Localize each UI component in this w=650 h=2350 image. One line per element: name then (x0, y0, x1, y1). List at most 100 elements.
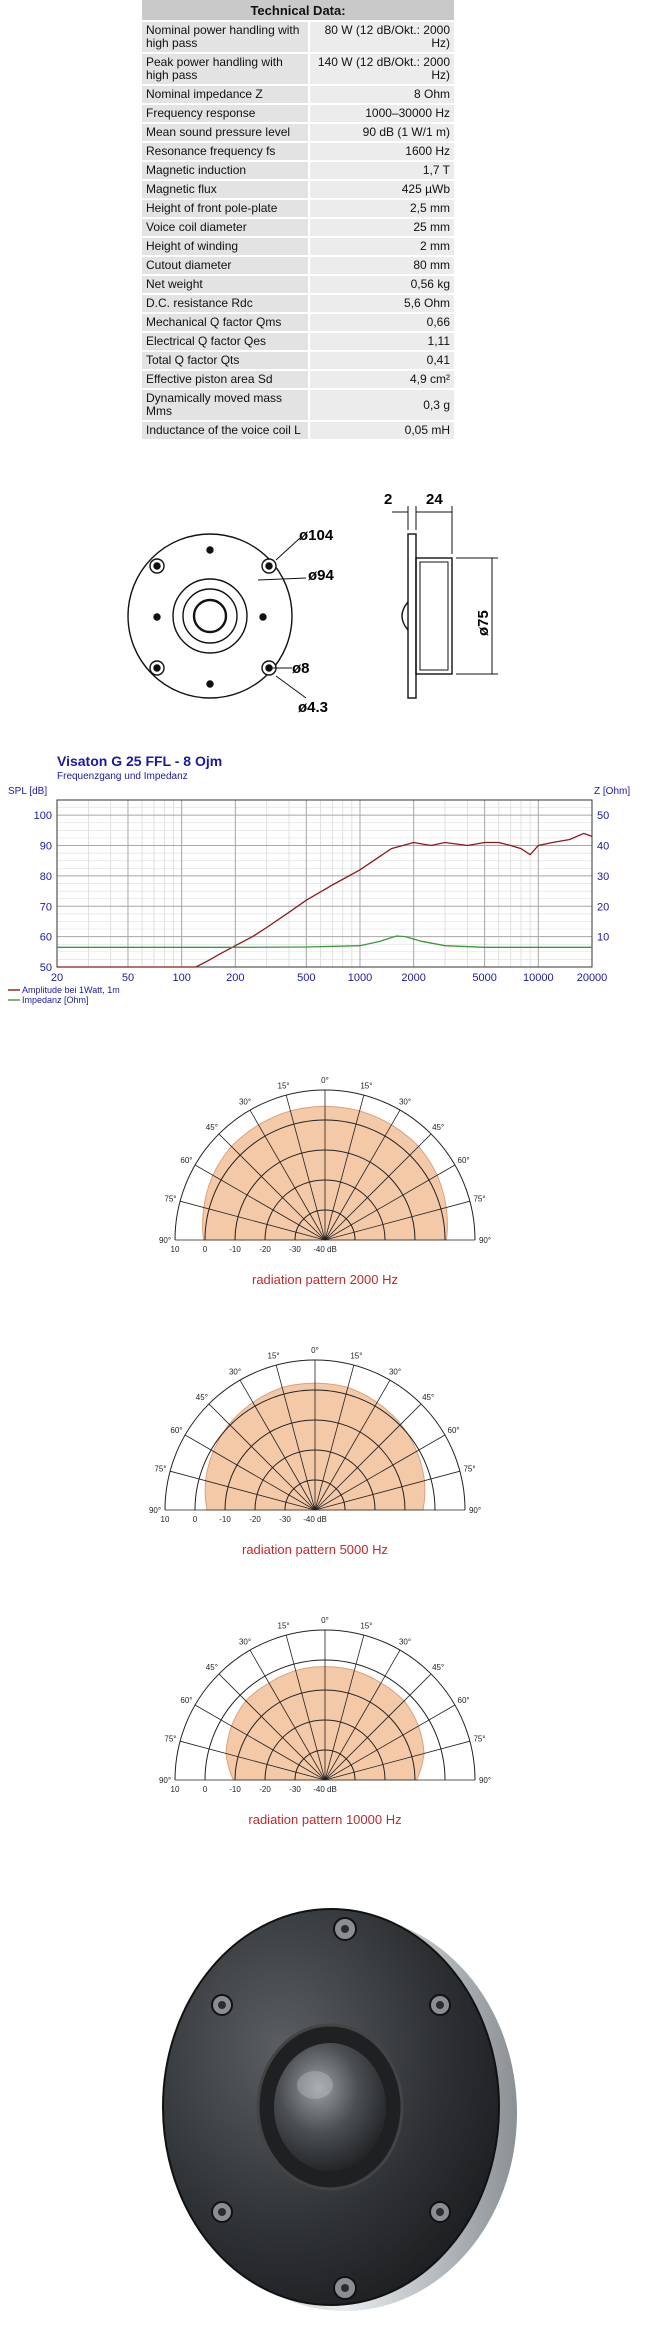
y2-tick-label: 10 (597, 932, 609, 944)
polar-plot-2000: 0°15° 15°30° 30°45° 45°60° 60°75° 75°90° 90°10… (159, 1076, 491, 1254)
spec-row: Mean sound pressure level 90 dB (1 W/1 m) (142, 122, 454, 141)
polar-spoke (324, 1635, 365, 1781)
polar-plot-5000: 0°15° 15°30° 30°45° 45°60° 60°75° 75°90° 90°10… (149, 1346, 481, 1524)
angle-label: 45° (422, 1393, 434, 1402)
dome (192, 598, 228, 634)
polar-spoke (324, 1164, 456, 1241)
spec-label: Peak power handling with high pass (142, 52, 310, 84)
db-label: -40 dB (303, 1515, 327, 1524)
series-line-0 (57, 832, 593, 968)
chart-subtitle: Frequenzgang und Impedanz (57, 771, 188, 782)
spec-label: Net weight (142, 274, 310, 293)
spec-value: 1,11 (310, 331, 454, 350)
spec-value: 90 dB (1 W/1 m) (310, 122, 454, 141)
spec-row: Net weight 0,56 kg (142, 274, 454, 293)
angle-label: 45° (206, 1123, 218, 1132)
spec-value: 0,05 mH (310, 420, 454, 439)
polar-caption-5000: radiation pattern 5000 Hz (242, 1542, 388, 1557)
spec-label: Inductance of the voice coil L (142, 420, 310, 439)
screw-hole (206, 680, 214, 688)
angle-label: 45° (432, 1663, 444, 1672)
db-label: -20 (249, 1515, 261, 1524)
db-label: 10 (161, 1515, 170, 1524)
spec-label: Resonance frequency fs (142, 141, 310, 160)
polar-plot-10000: 0°15° 15°30° 30°45° 45°60° 60°75° 75°90° 90°10… (159, 1616, 491, 1794)
spec-value: 5,6 Ohm (310, 293, 454, 312)
polar-spoke (208, 1403, 316, 1511)
frequency-response-chart: Visaton G 25 FFL - 8 Ojm Frequenzgang und… (8, 753, 630, 1005)
y-tick-label: 60 (40, 932, 52, 944)
screw-hole (259, 613, 267, 621)
spec-label: Cutout diameter (142, 255, 310, 274)
dim-8: ø8 (292, 660, 310, 677)
spec-table: Technical Data: Nominal power handling w… (142, 0, 454, 439)
polar-spoke (324, 1133, 432, 1241)
spec-row: Height of winding 2 mm (142, 236, 454, 255)
dim-75: ø75 (475, 610, 492, 636)
polar-spoke (275, 1365, 316, 1511)
dim-2: 2 (384, 491, 392, 508)
db-label: 10 (171, 1245, 180, 1254)
y-tick-label: 80 (40, 871, 52, 883)
angle-label: 60° (458, 1696, 470, 1705)
y2-tick-label: 20 (597, 901, 609, 913)
spec-label: Magnetic flux (142, 179, 310, 198)
spec-value: 425 µWb (310, 179, 454, 198)
spec-row: D.C. resistance Rdc 5,6 Ohm (142, 293, 454, 312)
dim-4-3: ø4.3 (298, 699, 328, 716)
spec-value: 1600 Hz (310, 141, 454, 160)
x-tick-label: 500 (297, 972, 315, 984)
spec-value: 80 mm (310, 255, 454, 274)
angle-label: 45° (432, 1123, 444, 1132)
spec-label: Dynamically moved mass Mms (142, 388, 310, 420)
spec-row: Frequency response 1000–30000 Hz (142, 103, 454, 122)
spec-label: Mean sound pressure level (142, 122, 310, 141)
db-label: 10 (171, 1785, 180, 1794)
angle-label: 90° (479, 1236, 491, 1245)
mechanical-drawing: ø104 ø94 ø8 ø4.3 2 24 ø75 (127, 491, 498, 716)
dim-104: ø104 (299, 527, 334, 544)
x-tick-label: 20 (51, 972, 63, 984)
polar-spoke (194, 1164, 326, 1241)
polar-spoke (180, 1200, 326, 1241)
y2-tick-label: 50 (597, 810, 609, 822)
polar-spoke (218, 1673, 326, 1781)
spec-row: Magnetic induction 1,7 T (142, 160, 454, 179)
spec-row: Peak power handling with high pass 140 W … (142, 52, 454, 84)
db-label: 0 (203, 1245, 208, 1254)
spec-label: Electrical Q factor Qes (142, 331, 310, 350)
polar-spoke (324, 1673, 432, 1781)
spec-row: Nominal power handling with high pass 80 … (142, 20, 454, 52)
spec-value: 0,66 (310, 312, 454, 331)
spec-label: Mechanical Q factor Qms (142, 312, 310, 331)
angle-label: 60° (180, 1156, 192, 1165)
angle-label: 90° (479, 1776, 491, 1785)
angle-label: 75° (463, 1465, 475, 1474)
spec-label: Height of winding (142, 236, 310, 255)
polar-spoke (314, 1403, 422, 1511)
spec-value: 80 W (12 dB/Okt.: 2000 Hz) (310, 20, 454, 52)
polar-spoke (324, 1740, 470, 1781)
y-tick-label: 50 (40, 962, 52, 974)
chart-title: Visaton G 25 FFL - 8 Ojm (57, 753, 222, 769)
spec-value: 1000–30000 Hz (310, 103, 454, 122)
angle-label: 15° (278, 1081, 290, 1090)
y-tick-label: 100 (34, 810, 52, 822)
angle-label: 30° (389, 1367, 401, 1376)
angle-label: 60° (180, 1696, 192, 1705)
polar-spoke (314, 1434, 446, 1511)
spec-row: Electrical Q factor Qes 1,11 (142, 331, 454, 350)
angle-label: 15° (268, 1351, 280, 1360)
angle-label: 45° (206, 1663, 218, 1672)
flange-outline (127, 533, 293, 699)
spec-row: Dynamically moved mass Mms 0,3 g (142, 388, 454, 420)
db-label: -30 (279, 1515, 291, 1524)
polar-spoke (218, 1133, 326, 1241)
polar-spoke (324, 1095, 365, 1241)
angle-label: 30° (229, 1367, 241, 1376)
angle-label: 60° (170, 1426, 182, 1435)
x-tick-label: 10000 (523, 972, 554, 984)
angle-label: 30° (399, 1637, 411, 1646)
spec-row: Total Q factor Qts 0,41 (142, 350, 454, 369)
spec-title: Technical Data: (142, 0, 454, 20)
